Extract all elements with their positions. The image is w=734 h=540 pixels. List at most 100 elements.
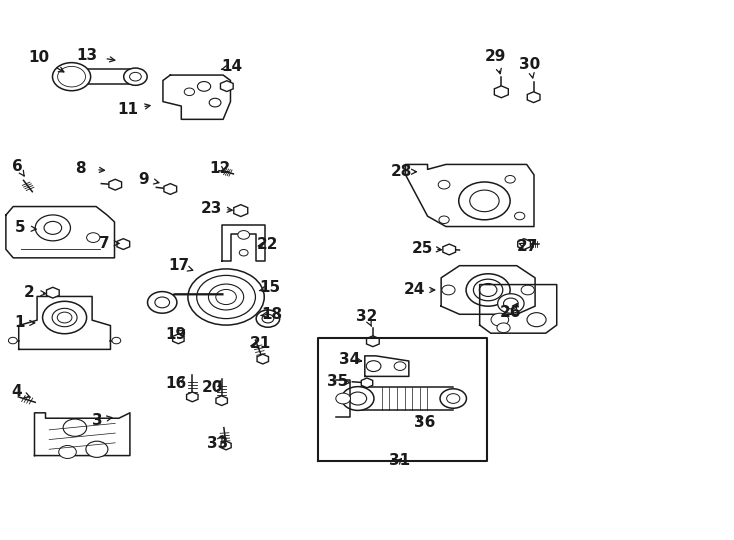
Circle shape [262,314,274,323]
Polygon shape [117,239,130,249]
Polygon shape [361,378,373,388]
Circle shape [197,275,255,319]
Circle shape [530,95,537,100]
Circle shape [342,387,374,410]
Circle shape [223,443,229,448]
Text: 22: 22 [257,237,279,252]
Text: 7: 7 [99,235,109,251]
Text: 19: 19 [166,327,186,342]
Polygon shape [366,336,379,347]
Text: 11: 11 [117,102,138,117]
Circle shape [50,290,56,295]
Circle shape [223,84,230,89]
Polygon shape [216,396,228,406]
Text: 3: 3 [92,413,102,428]
Circle shape [498,294,524,313]
Circle shape [349,392,367,405]
Circle shape [208,284,244,310]
Text: 25: 25 [411,241,433,256]
Circle shape [184,88,195,96]
Text: 18: 18 [261,307,282,322]
Circle shape [466,274,510,306]
Circle shape [238,231,250,239]
Circle shape [44,221,62,234]
Circle shape [515,212,525,220]
Polygon shape [109,179,122,190]
Text: 33: 33 [207,436,228,451]
Circle shape [219,399,225,403]
Circle shape [148,292,177,313]
Circle shape [446,394,459,403]
Circle shape [498,89,505,94]
Circle shape [336,393,351,404]
Circle shape [473,279,503,301]
Circle shape [446,247,452,252]
Text: 5: 5 [15,220,26,235]
Circle shape [63,419,87,436]
Text: 15: 15 [259,280,280,295]
Circle shape [521,285,534,295]
Polygon shape [365,356,409,376]
Text: 35: 35 [327,374,348,389]
Circle shape [364,381,370,385]
Polygon shape [220,80,233,91]
Polygon shape [441,266,535,314]
Circle shape [87,233,100,242]
Text: 36: 36 [413,415,435,430]
Circle shape [256,310,280,327]
Polygon shape [405,164,534,226]
Text: 10: 10 [29,50,49,65]
Polygon shape [233,205,248,217]
Text: 30: 30 [520,57,540,72]
Circle shape [8,338,17,344]
Polygon shape [480,285,556,333]
Polygon shape [18,296,110,349]
Text: 29: 29 [484,49,506,64]
Circle shape [189,395,195,399]
Text: 13: 13 [76,48,97,63]
Polygon shape [164,184,177,194]
Text: 26: 26 [500,305,522,320]
Circle shape [57,312,72,323]
Text: 4: 4 [11,384,21,399]
Polygon shape [494,86,509,98]
Circle shape [459,182,510,220]
Text: 23: 23 [200,201,222,216]
Circle shape [521,241,527,246]
Circle shape [505,176,515,183]
Text: 16: 16 [166,376,186,391]
Circle shape [442,285,455,295]
Text: 2: 2 [24,285,34,300]
Circle shape [504,298,518,309]
Text: 31: 31 [390,453,410,468]
Circle shape [62,70,81,84]
Circle shape [53,63,91,91]
Circle shape [188,269,264,325]
Circle shape [438,180,450,189]
Circle shape [112,338,120,344]
Polygon shape [358,387,454,410]
Polygon shape [527,92,540,103]
Circle shape [439,216,449,224]
Polygon shape [71,70,135,84]
Text: 27: 27 [516,239,538,254]
Circle shape [237,208,244,213]
Text: 21: 21 [250,336,271,352]
Circle shape [120,241,127,246]
Circle shape [123,68,147,85]
Circle shape [112,183,118,187]
Circle shape [57,66,85,87]
Circle shape [167,186,174,192]
Text: 6: 6 [12,159,23,174]
Circle shape [175,336,181,341]
Polygon shape [443,244,456,255]
Text: 12: 12 [210,161,230,176]
Circle shape [155,297,170,308]
Circle shape [239,249,248,256]
Text: 17: 17 [169,258,189,273]
Text: 14: 14 [222,59,242,75]
Circle shape [59,446,76,458]
Text: 8: 8 [76,161,86,176]
Polygon shape [221,441,231,450]
Circle shape [366,361,381,372]
